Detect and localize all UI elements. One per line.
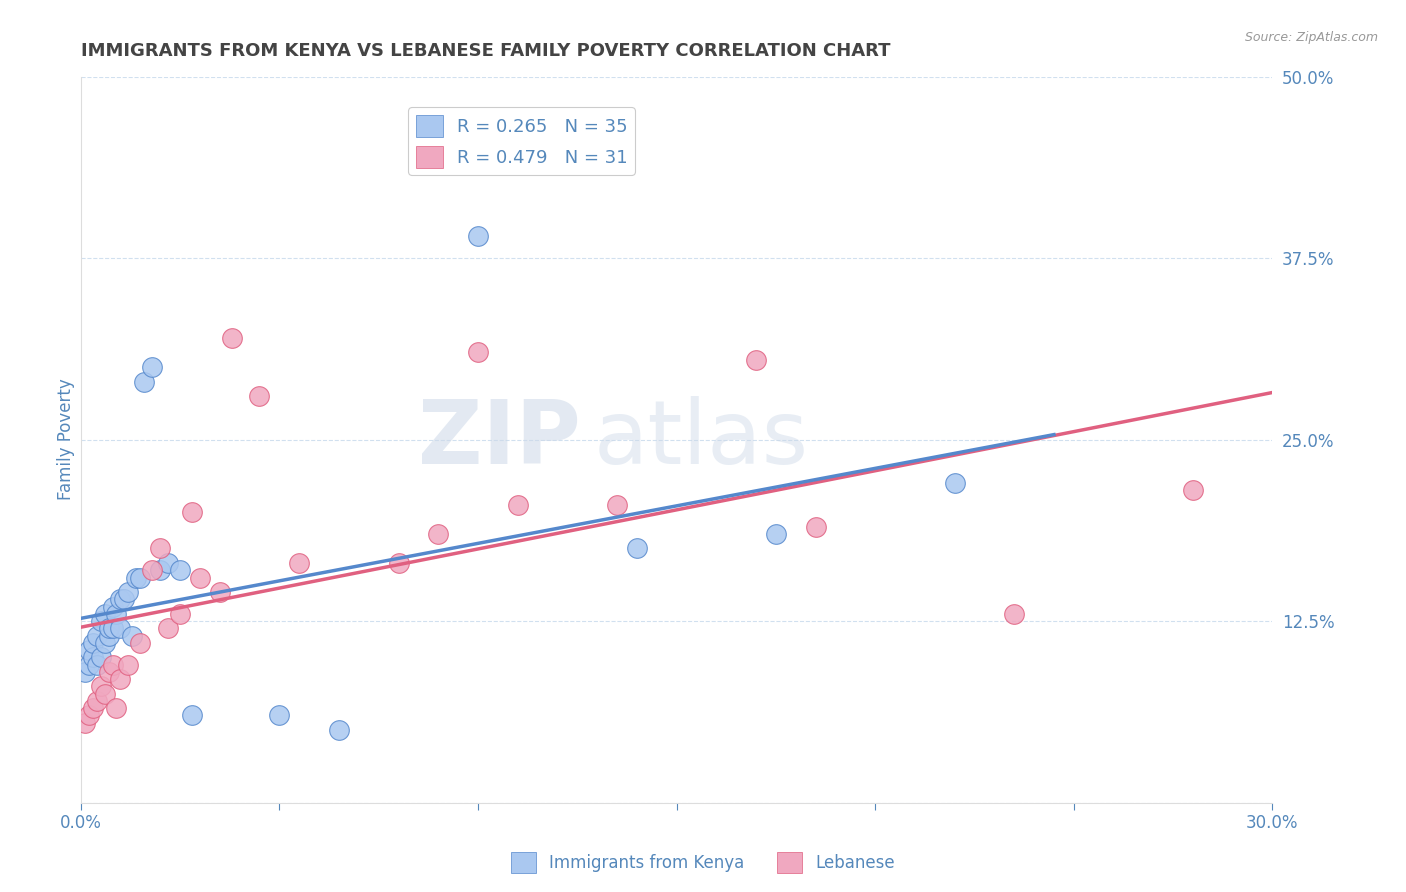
Point	[101, 599, 124, 614]
Point	[387, 556, 409, 570]
Point	[110, 621, 132, 635]
Point	[328, 723, 350, 737]
Point	[73, 715, 96, 730]
Point	[82, 650, 104, 665]
Point	[169, 563, 191, 577]
Text: IMMIGRANTS FROM KENYA VS LEBANESE FAMILY POVERTY CORRELATION CHART: IMMIGRANTS FROM KENYA VS LEBANESE FAMILY…	[80, 42, 890, 60]
Legend: Immigrants from Kenya, Lebanese: Immigrants from Kenya, Lebanese	[503, 846, 903, 880]
Point	[221, 331, 243, 345]
Point	[86, 629, 108, 643]
Legend: R = 0.265   N = 35, R = 0.479   N = 31: R = 0.265 N = 35, R = 0.479 N = 31	[408, 107, 636, 175]
Text: ZIP: ZIP	[419, 396, 581, 483]
Text: Source: ZipAtlas.com: Source: ZipAtlas.com	[1244, 31, 1378, 45]
Point	[1181, 483, 1204, 498]
Point	[93, 636, 115, 650]
Point	[101, 657, 124, 672]
Point	[157, 556, 180, 570]
Point	[626, 541, 648, 556]
Point	[129, 636, 152, 650]
Point	[82, 701, 104, 715]
Point	[82, 636, 104, 650]
Point	[121, 629, 143, 643]
Point	[86, 657, 108, 672]
Point	[117, 657, 139, 672]
Point	[97, 665, 120, 679]
Point	[97, 621, 120, 635]
Point	[765, 527, 787, 541]
Point	[745, 352, 768, 367]
Text: atlas: atlas	[593, 396, 808, 483]
Point	[149, 563, 172, 577]
Point	[181, 505, 204, 519]
Point	[90, 680, 112, 694]
Point	[101, 621, 124, 635]
Point	[97, 629, 120, 643]
Point	[467, 345, 489, 359]
Point	[90, 650, 112, 665]
Point	[606, 498, 628, 512]
Point	[141, 563, 163, 577]
Point	[105, 701, 128, 715]
Point	[125, 570, 148, 584]
Point	[269, 708, 291, 723]
Point	[943, 476, 966, 491]
Point	[90, 614, 112, 628]
Point	[77, 657, 100, 672]
Point	[141, 359, 163, 374]
Point	[73, 665, 96, 679]
Point	[77, 643, 100, 657]
Point	[181, 708, 204, 723]
Point	[93, 607, 115, 621]
Point	[804, 519, 827, 533]
Y-axis label: Family Poverty: Family Poverty	[58, 379, 75, 500]
Point	[288, 556, 311, 570]
Point	[110, 672, 132, 686]
Point	[467, 229, 489, 244]
Point	[188, 570, 211, 584]
Point	[149, 541, 172, 556]
Point	[427, 527, 450, 541]
Point	[1002, 607, 1025, 621]
Point	[134, 375, 156, 389]
Point	[506, 498, 529, 512]
Point	[129, 570, 152, 584]
Point	[112, 592, 135, 607]
Point	[77, 708, 100, 723]
Point	[249, 389, 271, 403]
Point	[157, 621, 180, 635]
Point	[208, 585, 231, 599]
Point	[110, 592, 132, 607]
Point	[93, 687, 115, 701]
Point	[169, 607, 191, 621]
Point	[117, 585, 139, 599]
Point	[105, 607, 128, 621]
Point	[86, 694, 108, 708]
